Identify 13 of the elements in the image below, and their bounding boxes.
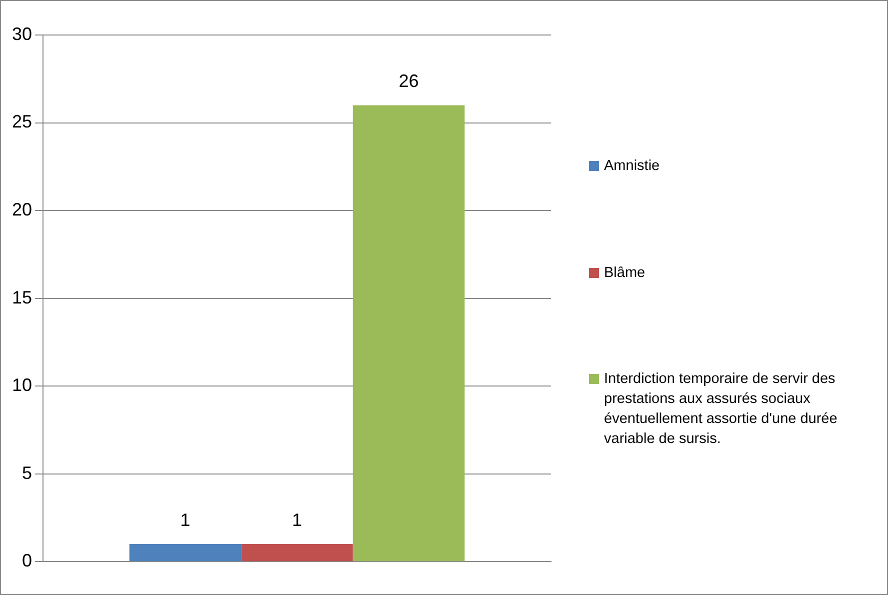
y-tick-label: 10 xyxy=(12,375,32,396)
y-tick-label: 0 xyxy=(22,550,32,571)
data-label: 1 xyxy=(180,510,190,530)
y-tick-label: 15 xyxy=(12,287,32,308)
y-tick-label: 5 xyxy=(22,462,32,483)
y-tick-label: 30 xyxy=(12,24,32,44)
data-label: 26 xyxy=(398,71,419,92)
y-tick-label: 20 xyxy=(12,200,32,220)
legend-label: Blâme xyxy=(604,264,646,283)
y-tick-label: 25 xyxy=(12,112,32,132)
legend-label: Amnistie xyxy=(604,157,660,176)
data-label: 1 xyxy=(292,510,302,530)
legend-label: Interdiction temporaire de servir des prestations aux assurés sociaux éventuellement assortie d'une durée variable de sursis. xyxy=(604,370,838,449)
